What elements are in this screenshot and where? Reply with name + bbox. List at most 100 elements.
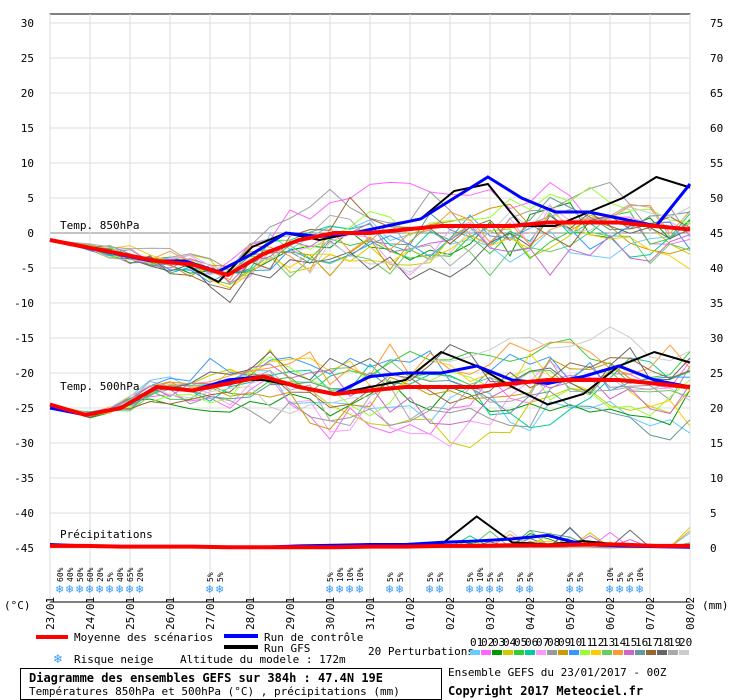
perturbation-swatch	[558, 650, 568, 655]
left-tick-label: -40	[14, 507, 34, 520]
snow-risk-item: 10%❄	[605, 567, 615, 596]
left-tick-label: 10	[21, 157, 34, 170]
left-tick-label: -45	[14, 542, 34, 555]
perturbation-number: 10	[569, 636, 582, 649]
right-tick-label: 50	[710, 192, 723, 205]
snowflake-icon: ❄	[55, 583, 64, 596]
perturbation-number: 18	[657, 636, 670, 649]
snow-risk-pct: 10%	[476, 567, 485, 582]
snowflake-icon: ❄	[85, 583, 94, 596]
diagram-subtitle: Températures 850hPa et 500hPa (°C) , pré…	[29, 685, 400, 698]
panel-label-precip: Précipitations	[60, 528, 153, 541]
perturbation-swatch	[470, 650, 480, 655]
snow-risk-pct: 5%	[106, 572, 115, 582]
perturbation-swatch	[602, 650, 612, 655]
legend: Moyenne des scénarios Run de contrôle Ru…	[36, 631, 692, 666]
perturbation-swatch	[580, 650, 590, 655]
ensemble-run-label: Ensemble GEFS du 23/01/2017 - 00Z	[448, 666, 667, 679]
legend-control-label: Run de contrôle	[264, 631, 363, 644]
perturbation-line	[49, 357, 691, 429]
snow-risk-item: 5%❄	[435, 572, 445, 596]
snowflake-icon: ❄	[565, 583, 574, 596]
snowflake-icon: ❄	[53, 652, 63, 666]
perturbation-number: 12	[591, 636, 604, 649]
right-tick-label: 70	[710, 52, 723, 65]
snowflake-icon: ❄	[485, 583, 494, 596]
x-tick-label: 04/02	[524, 597, 537, 630]
left-tick-label: 0	[27, 227, 34, 240]
snow-risk-pct: 5%	[526, 572, 535, 582]
legend-mean-label: Moyenne des scénarios	[74, 631, 213, 644]
snow-risk-item: 5%❄	[495, 572, 505, 596]
x-tick-label: 25/01	[124, 597, 137, 630]
perturbation-swatch	[668, 650, 678, 655]
snowflake-icon: ❄	[425, 583, 434, 596]
snow-risk-item: 40%❄	[65, 567, 75, 596]
perturbation-swatch	[613, 650, 623, 655]
snowflake-icon: ❄	[215, 583, 224, 596]
snow-risk-item: 10%❄	[345, 567, 355, 596]
snow-risk-pct: 10%	[636, 567, 645, 582]
snow-risk-item: 5%❄	[565, 572, 575, 596]
diagram-title: Diagramme des ensembles GEFS sur 384h : …	[29, 671, 384, 685]
perturbation-line	[49, 222, 691, 284]
x-tick-label: 24/01	[84, 597, 97, 630]
snowflake-icon: ❄	[465, 583, 474, 596]
snowflake-icon: ❄	[335, 583, 344, 596]
perturbation-swatch	[492, 650, 502, 655]
snow-risk-item: 5%❄	[425, 572, 435, 596]
snow-risk-item: 5%❄	[485, 572, 495, 596]
x-tick-label: 03/02	[484, 597, 497, 630]
snowflake-icon: ❄	[115, 583, 124, 596]
perturbation-number: 08	[547, 636, 560, 649]
right-tick-label: 10	[710, 472, 723, 485]
snowflake-icon: ❄	[635, 583, 644, 596]
perturbation-swatch	[547, 650, 557, 655]
x-tick-label: 26/01	[164, 597, 177, 630]
perturbation-number: 05	[514, 636, 527, 649]
snow-risk-pct: 60%	[56, 567, 65, 582]
x-axis: 23/01 24/01 25/01 26/01 27/01 28/01 29/01 30/01…	[44, 597, 697, 630]
snow-risk-pct: 5%	[516, 572, 525, 582]
left-axis: 30 25 20 15 10 5 0 -5 -10 -15 -20 -25 -30 -35 -40 -45	[14, 17, 34, 555]
perturbation-line	[49, 344, 691, 414]
snow-risk-pct: 10%	[346, 567, 355, 582]
right-tick-label: 15	[710, 437, 723, 450]
snow-risk-item: 10%❄	[475, 567, 485, 596]
snow-risk-item: 20%❄	[135, 567, 145, 596]
x-tick-label: 02/02	[444, 597, 457, 630]
snow-risk-item: 5%❄	[525, 572, 535, 596]
x-tick-label: 05/02	[564, 597, 577, 630]
snow-risk-item: 5%❄	[515, 572, 525, 596]
left-tick-label: -10	[14, 297, 34, 310]
snow-risk-item: 5%❄	[105, 572, 115, 596]
snowflake-icon: ❄	[325, 583, 334, 596]
perturbation-line	[49, 231, 691, 285]
moyenne-des-sc-narios-t500-line	[49, 374, 691, 418]
perturbation-line	[49, 204, 691, 281]
left-tick-label: 20	[21, 87, 34, 100]
snow-risk-pct: 20%	[136, 567, 145, 582]
snowflake-icon: ❄	[75, 583, 84, 596]
left-tick-label: -35	[14, 472, 34, 485]
right-tick-label: 45	[710, 227, 723, 240]
perturbation-swatch	[646, 650, 656, 655]
info-box: Diagramme des ensembles GEFS sur 384h : …	[20, 668, 442, 700]
snow-risk-item: 65%❄	[125, 567, 135, 596]
snowflake-icon: ❄	[355, 583, 364, 596]
perturbation-swatch	[635, 650, 645, 655]
snowflake-icon: ❄	[435, 583, 444, 596]
x-tick-label: 07/02	[644, 597, 657, 630]
perturbation-swatch	[514, 650, 524, 655]
perturbation-number: 17	[646, 636, 659, 649]
snow-risk-pct: 5%	[396, 572, 405, 582]
x-tick-label: 30/01	[324, 597, 337, 630]
perturbation-number: 14	[613, 636, 627, 649]
x-tick-label: 31/01	[364, 597, 377, 630]
snow-risk-pct: 5%	[216, 572, 225, 582]
x-tick-label: 27/01	[204, 597, 217, 630]
left-tick-label: 30	[21, 17, 34, 30]
panel-label-850: Temp. 850hPa	[60, 219, 139, 232]
snow-risk-row: 60%❄40%❄50%❄60%❄20%❄5%❄40%❄65%❄20%❄5%❄5%…	[55, 567, 645, 596]
